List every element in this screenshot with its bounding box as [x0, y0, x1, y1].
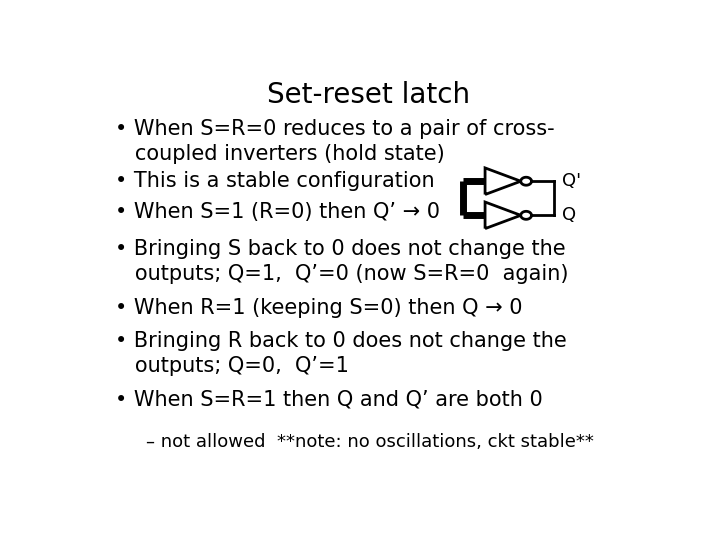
- Text: • When S=R=0 reduces to a pair of cross-
   coupled inverters (hold state): • When S=R=0 reduces to a pair of cross-…: [115, 119, 554, 164]
- Text: • When S=1 (R=0) then Q’ → 0: • When S=1 (R=0) then Q’ → 0: [115, 202, 440, 222]
- Text: • When S=R=1 then Q and Q’ are both 0: • When S=R=1 then Q and Q’ are both 0: [115, 389, 543, 409]
- Text: • Bringing S back to 0 does not change the
   outputs; Q=1,  Q’=0 (now S=R=0  ag: • Bringing S back to 0 does not change t…: [115, 239, 569, 284]
- Text: Q': Q': [562, 172, 581, 190]
- Text: Q: Q: [562, 206, 576, 224]
- Text: • This is a stable configuration: • This is a stable configuration: [115, 171, 435, 191]
- Text: Set-reset latch: Set-reset latch: [267, 82, 471, 110]
- Text: • Bringing R back to 0 does not change the
   outputs; Q=0,  Q’=1: • Bringing R back to 0 does not change t…: [115, 331, 567, 376]
- Text: – not allowed  **note: no oscillations, ckt stable**: – not allowed **note: no oscillations, c…: [145, 433, 594, 451]
- Text: • When R=1 (keeping S=0) then Q → 0: • When R=1 (keeping S=0) then Q → 0: [115, 298, 523, 318]
